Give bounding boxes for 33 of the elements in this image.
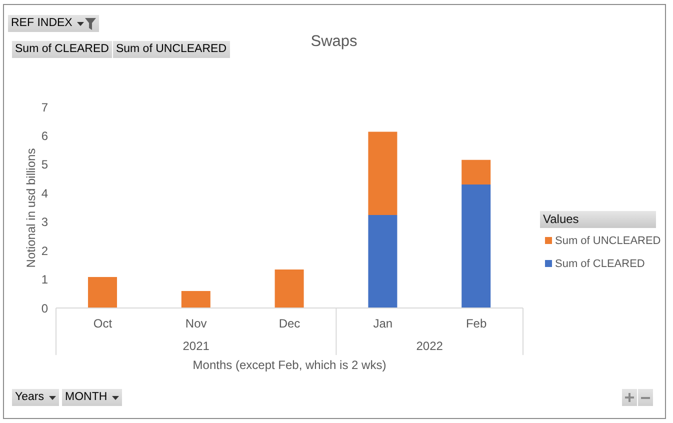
field-button: Sum of CLEARED (12, 41, 112, 58)
text: 2021 (182, 339, 210, 354)
bar (462, 160, 491, 185)
bar (88, 276, 117, 308)
y-tick-label: 5 (41, 158, 48, 172)
bar (274, 270, 304, 308)
text: 2022 (416, 339, 444, 354)
x-tick-label: Jan (373, 316, 393, 331)
x-tick-label: Oct (93, 316, 113, 331)
field-button: REF INDEX (8, 15, 100, 32)
y-tick-label: 2 (41, 244, 48, 258)
y-tick-label: 0 (41, 301, 48, 316)
y-tick-label: 6 (41, 128, 48, 143)
x-axis-title: Months (except Feb, which is 2 wks) (192, 358, 386, 372)
y-tick-label: 1 (41, 272, 48, 287)
x-tick-label: Nov (185, 316, 207, 331)
legend-label: Sum of CLEARED (555, 258, 645, 270)
bar (181, 291, 210, 308)
field-button: MONTH (62, 389, 122, 406)
y-tick-label: 3 (41, 215, 48, 230)
bar (368, 132, 398, 215)
y-tick-label: 4 (41, 186, 48, 200)
y-tick-label: 7 (41, 100, 48, 114)
field-button: Sum of UNCLEARED (112, 41, 230, 58)
legend-title: Values (543, 212, 579, 226)
legend-label: Sum of UNCLEARED (555, 234, 661, 246)
bar (368, 214, 398, 308)
chart-title: Swaps (310, 33, 358, 50)
field-button: Years (12, 389, 59, 406)
y-axis-title: Notional in usd billions (24, 148, 38, 268)
x-tick-label: Dec (278, 316, 300, 331)
x-tick-label: Feb (466, 316, 487, 331)
bar (462, 184, 491, 308)
